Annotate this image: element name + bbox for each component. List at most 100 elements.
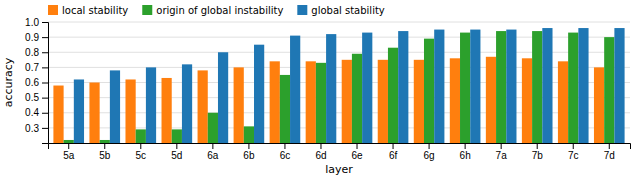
bar (234, 67, 244, 143)
x-tick: 6g (424, 143, 435, 161)
bar (352, 54, 362, 143)
tick-label: 5c (136, 150, 147, 161)
y-tick: 0.8 (25, 47, 48, 58)
grid-line (48, 22, 630, 23)
bar (594, 67, 604, 143)
bar (414, 60, 424, 143)
legend-item: local stability (48, 5, 128, 16)
x-tick: 5b (99, 143, 111, 161)
x-tick: 5d (171, 143, 182, 161)
bar (316, 63, 326, 143)
bar (522, 58, 532, 143)
tick-mark (68, 143, 69, 149)
x-tick: 6e (351, 143, 363, 161)
y-tick: 0.3 (25, 123, 48, 134)
x-tick: 6c (280, 143, 291, 161)
bar (172, 129, 182, 143)
legend-item: origin of global instability (142, 5, 283, 16)
x-axis-title: layer (325, 163, 353, 176)
legend-label: global stability (311, 5, 385, 16)
chart: 0.30.40.50.60.70.80.91.05a5b5c5d6a6b6c6d… (0, 0, 640, 177)
tick-label: 0.9 (25, 32, 39, 43)
bar (74, 79, 84, 143)
tick-label: 5d (171, 150, 182, 161)
tick-mark (537, 143, 538, 149)
tick-mark (104, 143, 105, 149)
bar (568, 33, 578, 143)
y-tick: 0.7 (25, 62, 48, 73)
tick-mark (42, 37, 48, 38)
bar (244, 126, 254, 143)
tick-label: 6b (243, 150, 255, 161)
bar (342, 60, 352, 143)
tick-label: 6c (280, 150, 291, 161)
tick-mark (42, 22, 48, 23)
tick-label: 0.8 (25, 47, 39, 58)
tick-label: 6d (315, 150, 326, 161)
bar (614, 28, 624, 143)
tick-mark (573, 143, 574, 149)
x-axis: 5a5b5c5d6a6b6c6d6e6f6g6h7a7b7c7d (49, 143, 631, 161)
legend-swatch (297, 5, 307, 15)
legend-label: local stability (62, 5, 128, 16)
tick-label: 6g (424, 150, 435, 161)
tick-label: 5b (99, 150, 111, 161)
y-tick: 0.9 (25, 32, 48, 43)
y-axis: 0.3 0.4 0.5 0.6 0.7 0.8 0.9 1.0 (25, 17, 48, 144)
tick-label: 0.5 (25, 92, 39, 103)
bar (280, 75, 290, 143)
tick-mark (140, 143, 141, 149)
tick-mark (42, 113, 48, 114)
tick-label: 1.0 (25, 17, 39, 28)
x-tick: 7d (604, 143, 615, 161)
bar (578, 28, 588, 143)
y-axis-title: accuracy (2, 57, 15, 107)
y-tick: 0.5 (25, 92, 48, 103)
y-tick: 1.0 (25, 17, 48, 28)
bar (208, 113, 218, 143)
bar (388, 48, 398, 143)
tick-label: 6f (389, 150, 398, 161)
tick-label: 0.7 (25, 62, 39, 73)
axis-domain (42, 23, 49, 144)
tick-label: 7b (532, 150, 544, 161)
tick-label: 0.6 (25, 77, 39, 88)
x-tick: 6a (207, 143, 219, 161)
bar (604, 37, 614, 143)
tick-mark (609, 143, 610, 149)
legend-swatch (142, 5, 152, 15)
tick-mark (42, 128, 48, 129)
bar (270, 61, 280, 143)
bar (110, 70, 120, 143)
bar (198, 70, 208, 143)
bar (254, 45, 264, 143)
bar (326, 34, 336, 143)
tick-label: 7a (496, 150, 508, 161)
tick-mark (320, 143, 321, 149)
tick-mark (212, 143, 213, 149)
y-tick: 0.4 (25, 107, 48, 118)
tick-mark (42, 98, 48, 99)
tick-label: 0.4 (25, 107, 39, 118)
tick-label: 7c (568, 150, 579, 161)
x-tick: 7a (496, 143, 508, 161)
tick-mark (429, 143, 430, 149)
x-tick: 6f (389, 143, 398, 161)
axis-domain (49, 144, 631, 150)
x-tick: 7c (568, 143, 579, 161)
tick-label: 6e (351, 150, 363, 161)
bar (398, 31, 408, 143)
bar (100, 140, 110, 143)
bars (53, 28, 624, 143)
tick-mark (357, 143, 358, 149)
bar (470, 30, 480, 143)
plot: 0.30.40.50.60.70.80.91.05a5b5c5d6a6b6c6d… (25, 17, 630, 174)
tick-label: 6h (460, 150, 471, 161)
legend-swatch (48, 5, 58, 15)
legend: local stability origin of global instabil… (48, 5, 385, 16)
legend-label: origin of global instability (156, 5, 283, 16)
bar (218, 52, 228, 143)
bar (53, 86, 63, 143)
bar (64, 140, 74, 143)
bar (89, 83, 99, 144)
